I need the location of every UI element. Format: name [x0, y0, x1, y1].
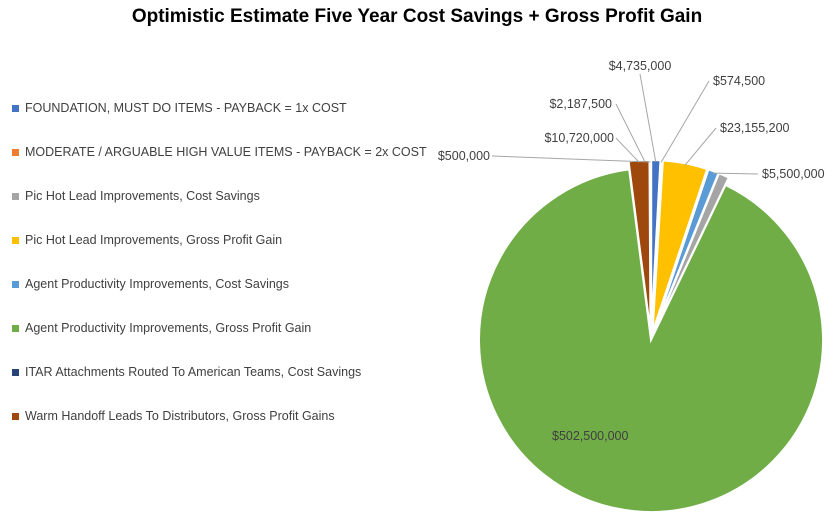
leader-line — [492, 156, 650, 162]
data-label: $500,000 — [438, 149, 490, 163]
data-label: $502,500,000 — [552, 429, 629, 443]
data-label: $4,735,000 — [609, 59, 672, 73]
leader-line — [685, 128, 716, 165]
data-label: $5,500,000 — [762, 167, 825, 181]
leader-line — [616, 138, 639, 162]
leader-line — [640, 74, 656, 162]
data-label: $2,187,500 — [549, 97, 612, 111]
data-label: $23,155,200 — [720, 121, 790, 135]
data-label: $574,500 — [713, 74, 765, 88]
data-label: $10,720,000 — [544, 131, 614, 145]
leader-line — [661, 81, 709, 162]
